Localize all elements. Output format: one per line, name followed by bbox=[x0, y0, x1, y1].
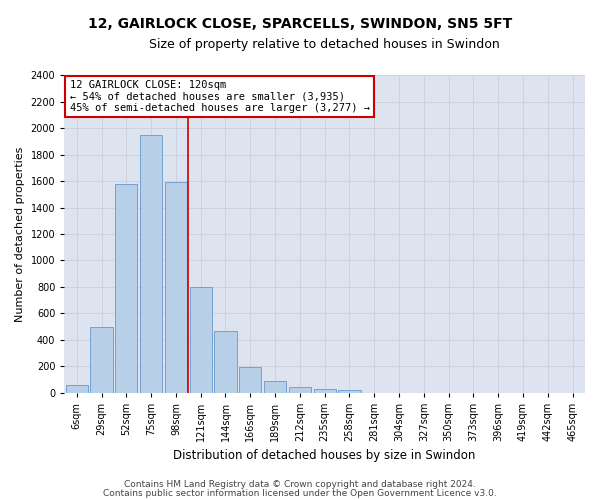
Bar bbox=[91, 326, 113, 393]
Bar bbox=[289, 388, 311, 393]
Text: Contains HM Land Registry data © Crown copyright and database right 2024.: Contains HM Land Registry data © Crown c… bbox=[124, 480, 476, 489]
X-axis label: Distribution of detached houses by size in Swindon: Distribution of detached houses by size … bbox=[173, 450, 476, 462]
Bar bbox=[264, 381, 286, 393]
Bar bbox=[239, 367, 262, 393]
Title: Size of property relative to detached houses in Swindon: Size of property relative to detached ho… bbox=[149, 38, 500, 51]
Bar bbox=[214, 330, 236, 393]
Bar bbox=[65, 385, 88, 393]
Bar bbox=[190, 287, 212, 393]
Text: 12, GAIRLOCK CLOSE, SPARCELLS, SWINDON, SN5 5FT: 12, GAIRLOCK CLOSE, SPARCELLS, SWINDON, … bbox=[88, 18, 512, 32]
Text: Contains public sector information licensed under the Open Government Licence v3: Contains public sector information licen… bbox=[103, 488, 497, 498]
Y-axis label: Number of detached properties: Number of detached properties bbox=[15, 146, 25, 322]
Bar bbox=[338, 390, 361, 393]
Text: 12 GAIRLOCK CLOSE: 120sqm
← 54% of detached houses are smaller (3,935)
45% of se: 12 GAIRLOCK CLOSE: 120sqm ← 54% of detac… bbox=[70, 80, 370, 113]
Bar bbox=[140, 135, 162, 393]
Bar bbox=[115, 184, 137, 393]
Bar bbox=[314, 389, 336, 393]
Bar bbox=[165, 182, 187, 393]
